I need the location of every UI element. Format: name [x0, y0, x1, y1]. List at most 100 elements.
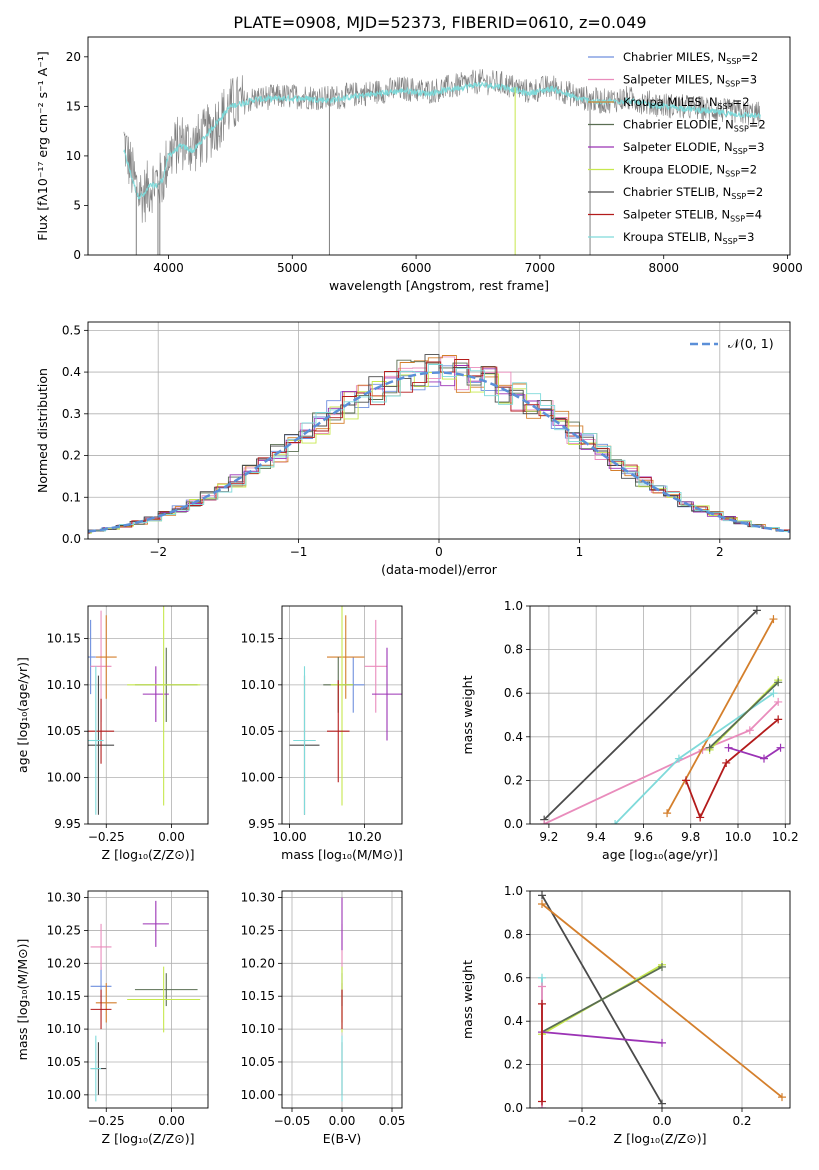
x-tick-label: −0.25	[88, 1114, 125, 1128]
legend-entry-subscript: SSP	[730, 215, 745, 224]
x-tick-label: 1	[576, 545, 584, 559]
panel-residuals: −2 −1 0 1 2 0.0 0.1 0.2 0.3 0.4 0.5 (data-model)/er…	[35, 321, 791, 577]
x-tick-label: 9.2	[539, 830, 558, 844]
y-tick-label: 0.0	[62, 532, 81, 546]
x-axis-label: Z [log₁₀(Z/Z⊙)]	[614, 1131, 707, 1146]
weight-marker	[674, 754, 683, 763]
weight-marker	[774, 715, 783, 724]
legend-entry-eq: =	[738, 230, 748, 244]
axes-frame-mass-vs-EBV	[281, 890, 403, 1109]
axes-frame-age-vs-Z	[87, 605, 209, 825]
weight-marker	[538, 973, 546, 982]
plot-area-age-vs-Z	[88, 606, 201, 815]
axes-frame-residuals	[87, 321, 791, 540]
x-axis-label: (data-model)/error	[381, 562, 498, 577]
y-tick-label: 10.05	[241, 724, 275, 738]
normal-reference-curve	[88, 371, 790, 533]
weight-line	[543, 609, 758, 821]
legend-entry-name: Kroupa STELIB	[623, 230, 707, 244]
x-tick-label: 9.4	[587, 830, 606, 844]
data-point-2	[95, 615, 117, 699]
y-tick-label: 10.00	[47, 1088, 81, 1102]
legend-entry-nssp-prefix: , N	[714, 208, 730, 222]
data-point-5	[127, 606, 201, 806]
y-tick-label: 10.10	[47, 1022, 81, 1036]
x-tick-label: −1	[290, 545, 308, 559]
y-tick-label: 0.4	[62, 365, 81, 379]
legend-entry-subscript: SSP	[734, 125, 749, 134]
y-tick-label: 10.25	[241, 923, 275, 937]
x-tick-label: 9.8	[681, 830, 700, 844]
weight-marker	[540, 820, 549, 824]
weight-marker	[745, 726, 754, 735]
weight-series-4	[538, 1028, 666, 1047]
weight-series-1	[540, 697, 783, 824]
y-tick-label: 10.00	[241, 1088, 275, 1102]
legend-entry-name: Salpeter STELIB	[623, 208, 714, 222]
weight-line	[543, 701, 779, 824]
weight-series-3	[611, 689, 778, 824]
weight-marker	[538, 999, 546, 1008]
legend-entry-nssp: 3	[747, 230, 754, 244]
weight-series-5	[705, 678, 783, 752]
weight-series-0	[540, 606, 761, 824]
weight-marker	[538, 982, 546, 991]
weight-marker	[538, 900, 546, 909]
plot-area-spectrum	[123, 69, 761, 255]
weight-marker	[696, 813, 705, 822]
y-tick-label: 10.00	[47, 771, 81, 785]
x-tick-label: 0.05	[379, 1114, 406, 1128]
y-tick-label: 0	[73, 248, 81, 262]
x-tick-label: 5000	[277, 261, 308, 275]
legend-entry-nssp-prefix: , N	[717, 140, 733, 154]
legend-entry-subscript: SSP	[723, 237, 738, 246]
data-point-4	[142, 666, 169, 722]
data-point-7	[327, 680, 350, 783]
x-axis-label: Z [log₁₀(Z/Z⊙)]	[102, 847, 195, 862]
legend-entry-nssp-prefix: , N	[709, 163, 725, 177]
legend-entry-name: Chabrier STELIB	[623, 185, 715, 199]
axes-frame-spectrum	[87, 36, 791, 256]
weight-marker	[538, 1097, 546, 1106]
x-tick-label: 10.20	[347, 830, 381, 844]
y-axis-label: mass weight	[460, 675, 475, 754]
y-tick-label: 10.15	[47, 989, 81, 1003]
data-point-0	[88, 619, 96, 695]
y-tick-label: 10.05	[47, 724, 81, 738]
x-tick-label: 8000	[648, 261, 679, 275]
data-point-1	[90, 923, 112, 970]
y-tick-label: 0.8	[504, 927, 523, 941]
legend-entry: Kroupa MILES, NSSP=2	[623, 95, 750, 111]
weight-marker	[538, 891, 546, 900]
y-tick-label: 10.00	[241, 771, 275, 785]
weight-line	[728, 746, 781, 760]
data-point-3	[134, 973, 198, 1007]
weight-line	[685, 718, 779, 820]
panel-age-vs-Z: −0.25 0.00 9.95 10.00 10.05 10.10 10.15 Z [log₁…	[15, 605, 209, 862]
legend-entry-nssp: 2	[750, 163, 757, 177]
plot-area-age-vs-mass	[289, 606, 402, 815]
data-point-5	[127, 966, 201, 1033]
weight-marker	[663, 809, 672, 818]
legend-entry-eq: =	[741, 50, 751, 64]
legend-entry-name: Kroupa ELODIE	[623, 163, 709, 177]
weight-series-1	[538, 900, 786, 1102]
plot-area-weight-vs-Z	[538, 891, 786, 1108]
legend-entry-nssp: 2	[751, 50, 758, 64]
y-axis-label: age [log₁₀(age/yr)]	[15, 657, 30, 773]
weight-marker	[724, 743, 733, 752]
y-tick-label: 0.6	[504, 971, 523, 985]
y-tick-label: 0.4	[504, 1014, 523, 1028]
y-tick-label: 10.10	[241, 1022, 275, 1036]
y-tick-label: 0.3	[62, 407, 81, 421]
weight-marker	[769, 689, 778, 698]
y-tick-label: 10.20	[47, 956, 81, 970]
histogram-series-8	[88, 364, 790, 533]
y-axis-label: mass weight	[460, 960, 475, 1039]
legend-entry: Chabrier ELODIE, NSSP=2	[623, 118, 766, 134]
figure-title: PLATE=0908, MJD=52373, FIBERID=0610, z=0…	[233, 13, 646, 32]
legend-entry-subscript: SSP	[725, 170, 740, 179]
x-tick-label: 9.6	[634, 830, 653, 844]
legend-entry-nssp-prefix: , N	[709, 73, 725, 87]
